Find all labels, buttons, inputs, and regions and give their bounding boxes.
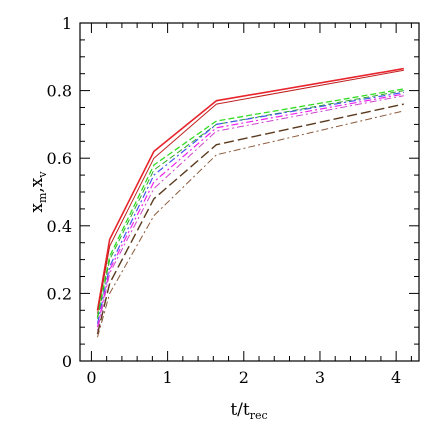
axis-ticks [80, 22, 419, 362]
series-line-2 [97, 69, 404, 314]
x-axis-label: t/trec [230, 400, 267, 422]
y-tick-label: 0.4 [47, 217, 72, 236]
series-line-8 [96, 103, 404, 335]
data-series [96, 67, 404, 338]
tick-labels: 0 1 2 3 4 0 0.2 0.4 0.6 0.8 1 [47, 14, 402, 387]
series-line-1 [96, 67, 404, 311]
series-line-7 [97, 95, 404, 331]
y-axis-label: xm,xv [27, 171, 49, 213]
plot-frame [79, 22, 420, 362]
x-tick-label: 4 [391, 368, 401, 387]
y-tick-label: 0 [62, 352, 72, 371]
series-line-3 [96, 88, 404, 318]
series-line-9 [97, 110, 404, 338]
series-line-6 [96, 93, 404, 328]
y-tick-label: 0.2 [47, 284, 72, 303]
y-tick-label: 0.6 [47, 149, 72, 168]
y-tick-label: 0.8 [47, 82, 72, 101]
series-line-4 [97, 90, 404, 319]
x-tick-label: 2 [239, 368, 249, 387]
x-tick-label: 3 [315, 368, 325, 387]
series-line-5 [96, 91, 404, 324]
x-tick-label: 1 [163, 368, 173, 387]
y-tick-label: 1 [62, 14, 72, 33]
x-tick-label: 0 [86, 368, 96, 387]
